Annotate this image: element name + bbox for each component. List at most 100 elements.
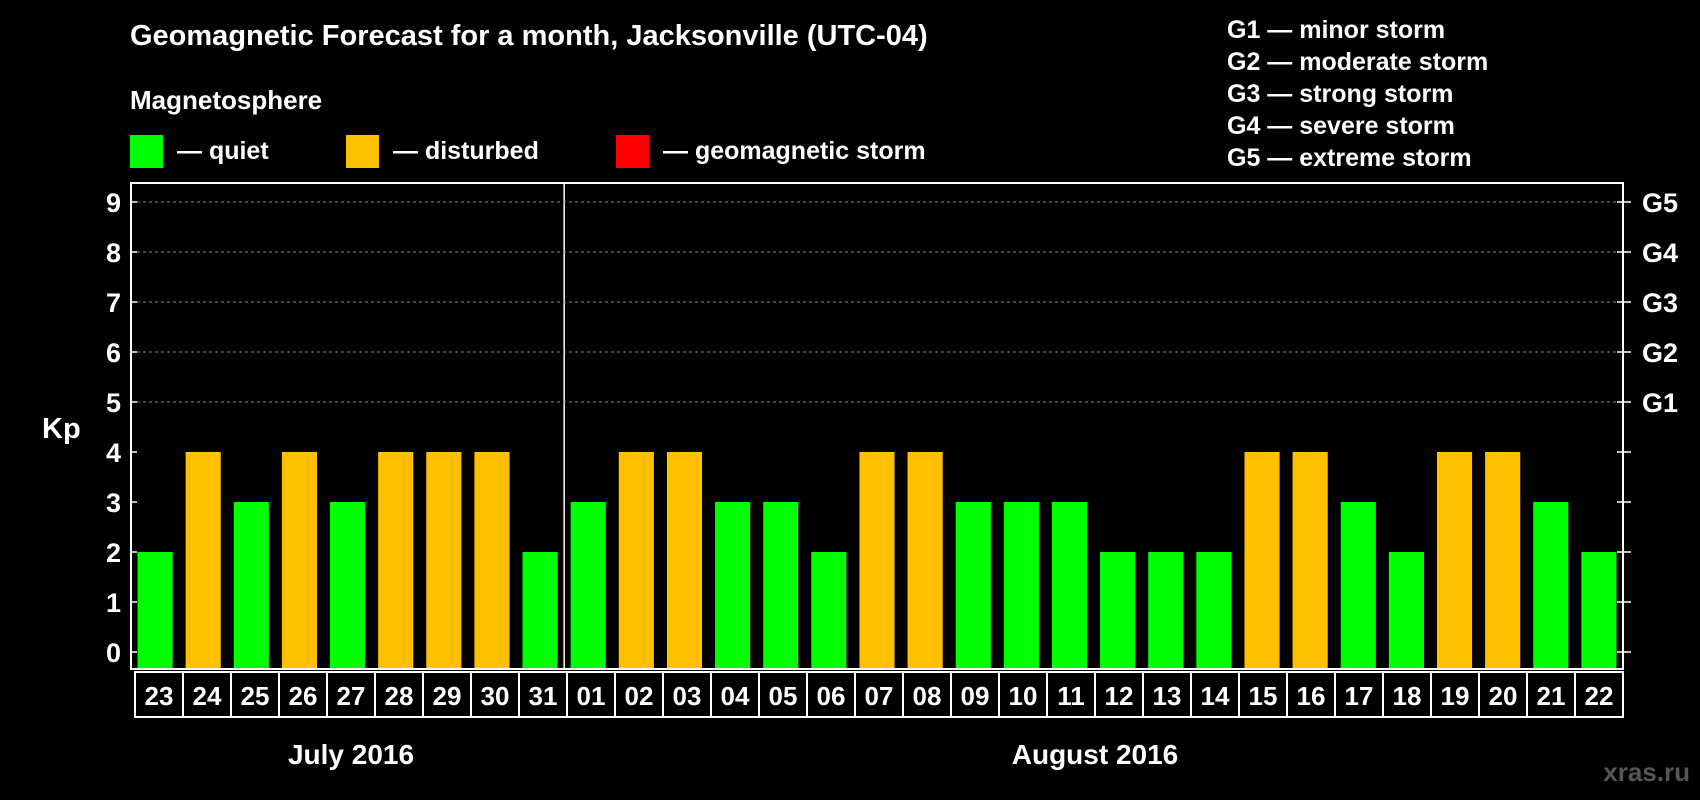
x-tick-label: 19 xyxy=(1441,681,1470,711)
storm-level-g2: G2 — moderate storm xyxy=(1227,48,1489,76)
right-tick-label: G3 xyxy=(1642,288,1678,318)
y-tick-label: 0 xyxy=(106,638,121,668)
right-tick-label: G5 xyxy=(1642,188,1678,218)
kp-bar xyxy=(522,552,558,668)
x-tick-label: 04 xyxy=(721,681,750,711)
x-tick-label: 06 xyxy=(817,681,846,711)
legend-label-storm: — geomagnetic storm xyxy=(663,136,926,165)
kp-bar xyxy=(1292,452,1328,668)
kp-bar xyxy=(763,502,799,668)
legend-label-disturbed: — disturbed xyxy=(393,136,539,165)
x-tick-label: 07 xyxy=(865,681,894,711)
y-tick-label: 2 xyxy=(106,538,121,568)
x-tick-label: 10 xyxy=(1009,681,1038,711)
y-tick-label: 9 xyxy=(106,188,121,218)
kp-bar xyxy=(1244,452,1280,668)
y-tick-label: 6 xyxy=(106,338,121,368)
month-label: July 2016 xyxy=(288,739,414,770)
kp-bar xyxy=(1003,502,1039,668)
kp-bar xyxy=(1485,452,1521,668)
kp-bar xyxy=(1581,552,1617,668)
x-tick-label: 27 xyxy=(337,681,366,711)
kp-bar xyxy=(378,452,414,668)
kp-bar xyxy=(474,452,510,668)
x-tick-label: 13 xyxy=(1153,681,1182,711)
right-tick-label: G1 xyxy=(1642,388,1678,418)
kp-bar xyxy=(955,502,991,668)
kp-bar xyxy=(1100,552,1136,668)
storm-level-g4: G4 — severe storm xyxy=(1227,112,1455,140)
x-tick-label: 01 xyxy=(577,681,606,711)
x-tick-label: 09 xyxy=(961,681,990,711)
x-tick-label: 12 xyxy=(1105,681,1134,711)
x-tick-label: 21 xyxy=(1537,681,1566,711)
kp-bar xyxy=(715,502,751,668)
date-row-frame xyxy=(134,671,1624,718)
y-axis-label: Kp xyxy=(42,413,81,445)
kp-bar xyxy=(281,452,318,668)
kp-bar xyxy=(1148,552,1184,668)
x-tick-label: 26 xyxy=(289,681,318,711)
storm-level-g1: G1 — minor storm xyxy=(1227,16,1446,44)
x-tick-label: 25 xyxy=(241,681,270,711)
month-label: August 2016 xyxy=(1012,739,1179,770)
legend-label-quiet: — quiet xyxy=(177,136,269,165)
legend-disturbed: — disturbed xyxy=(346,134,539,168)
x-tick-label: 17 xyxy=(1345,681,1374,711)
storm-level-g3: G3 — strong storm xyxy=(1227,80,1454,108)
kp-bar xyxy=(330,502,366,668)
legend-swatch-disturbed xyxy=(346,134,379,168)
legend-storm: — geomagnetic storm xyxy=(616,134,926,168)
kp-bar xyxy=(859,452,895,668)
storm-level-list: G1 — minor storm G2 — moderate storm G3 … xyxy=(1227,14,1488,174)
chart-title: Geomagnetic Forecast for a month, Jackso… xyxy=(130,20,928,52)
kp-bar xyxy=(1051,502,1088,668)
x-tick-label: 11 xyxy=(1057,681,1085,711)
x-tick-label: 30 xyxy=(481,681,510,711)
kp-bar xyxy=(1196,552,1232,668)
y-tick-label: 5 xyxy=(106,388,121,418)
kp-bar xyxy=(618,452,654,668)
x-tick-label: 16 xyxy=(1297,681,1326,711)
y-tick-label: 3 xyxy=(106,488,121,518)
y-tick-label: 4 xyxy=(106,438,121,468)
right-tick-label: G4 xyxy=(1642,238,1678,268)
kp-bar xyxy=(1388,552,1424,668)
kp-bar xyxy=(811,552,847,668)
kp-bar xyxy=(666,452,703,668)
kp-bar xyxy=(426,452,462,668)
x-tick-label: 28 xyxy=(385,681,414,711)
kp-bar xyxy=(1436,452,1473,668)
x-tick-label: 03 xyxy=(673,681,702,711)
x-tick-label: 20 xyxy=(1489,681,1518,711)
legend-swatch-storm xyxy=(616,134,649,168)
kp-bar xyxy=(1340,502,1376,668)
legend-swatch-quiet xyxy=(130,134,163,168)
x-tick-label: 24 xyxy=(193,681,222,711)
kp-bar xyxy=(233,502,269,668)
x-tick-label: 02 xyxy=(625,681,654,711)
plot-frame xyxy=(130,182,1624,670)
kp-bar xyxy=(907,452,943,668)
kp-bar xyxy=(185,452,221,668)
x-tick-label: 22 xyxy=(1585,681,1614,711)
y-tick-label: 7 xyxy=(106,288,121,318)
x-tick-label: 23 xyxy=(145,681,174,711)
x-tick-label: 29 xyxy=(433,681,462,711)
y-tick-label: 1 xyxy=(106,588,121,618)
x-tick-label: 08 xyxy=(913,681,942,711)
legend-heading: Magnetosphere xyxy=(130,85,323,115)
x-tick-label: 18 xyxy=(1393,681,1422,711)
watermark: xras.ru xyxy=(1603,757,1690,787)
x-tick-label: 15 xyxy=(1249,681,1278,711)
kp-bar xyxy=(137,552,173,668)
x-tick-label: 05 xyxy=(769,681,798,711)
legend-quiet: — quiet xyxy=(130,134,269,168)
kp-bar xyxy=(570,502,606,668)
x-tick-label: 14 xyxy=(1201,681,1230,711)
kp-bar xyxy=(1533,502,1569,668)
storm-level-g5: G5 — extreme storm xyxy=(1227,144,1472,172)
y-tick-label: 8 xyxy=(106,238,121,268)
x-tick-label: 31 xyxy=(529,681,558,711)
